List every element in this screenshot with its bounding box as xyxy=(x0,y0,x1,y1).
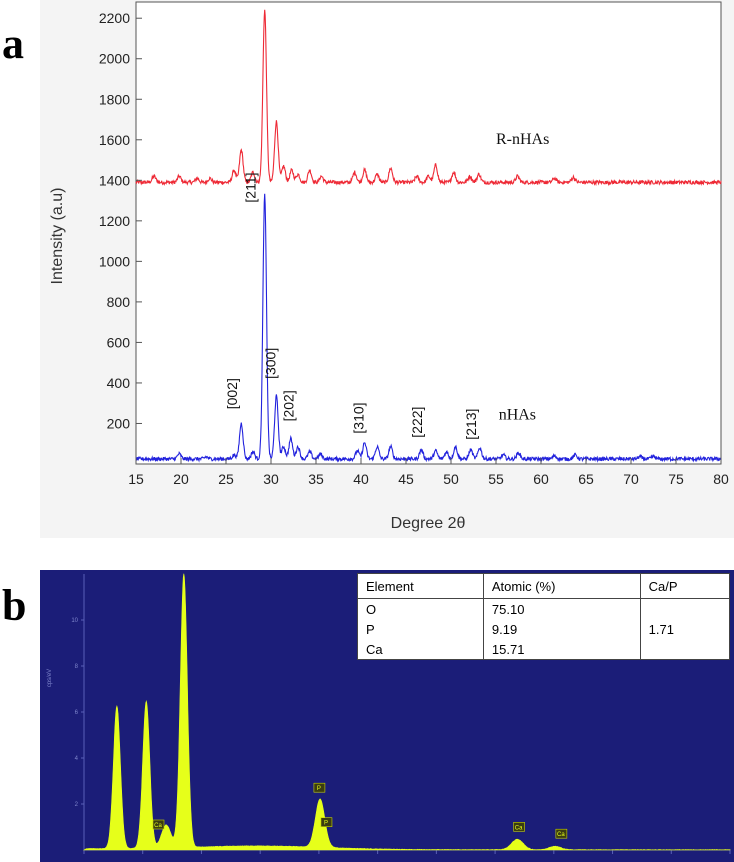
eds-peak-label: Ca xyxy=(557,832,565,838)
eds-peak-tag xyxy=(320,817,333,827)
series-label: R-nHAs xyxy=(496,131,549,148)
eds-table-header: Atomic (%) xyxy=(482,573,641,599)
x-axis-label: Degree 2θ xyxy=(391,515,466,532)
x-tick-label: 20 xyxy=(173,471,189,487)
eds-y-tick-label: 8 xyxy=(75,664,79,670)
eds-peak-label: P xyxy=(324,821,328,827)
series-label: nHAs xyxy=(499,406,536,423)
eds-atomic-cell: 9.19 xyxy=(482,619,641,639)
eds-y-axis-label: cps/eV xyxy=(47,669,53,687)
peak-annotation: [300] xyxy=(263,348,279,379)
series-line-r-nhas xyxy=(135,9,722,187)
eds-element-cell: Ca xyxy=(357,639,484,660)
y-tick-label: 800 xyxy=(107,294,131,310)
x-tick-label: 65 xyxy=(578,471,594,487)
x-tick-label: 60 xyxy=(533,471,549,487)
eds-y-tick-label: 6 xyxy=(75,710,79,716)
eds-peak-tag xyxy=(513,822,525,832)
eds-element-cell: O xyxy=(357,598,484,619)
eds-table-header: Ca/P xyxy=(639,573,731,599)
eds-ratio-cell xyxy=(639,598,731,619)
y-tick-label: 2200 xyxy=(99,10,130,26)
eds-element-cell: P xyxy=(357,619,484,639)
eds-ratio-cell: 1.71 xyxy=(639,619,731,639)
y-tick-label: 1400 xyxy=(99,172,130,188)
y-tick-label: 1000 xyxy=(99,253,130,269)
eds-y-tick-label: 4 xyxy=(75,756,79,762)
panel-label-b: b xyxy=(2,581,27,630)
x-tick-label: 15 xyxy=(128,471,144,487)
eds-peak-tag xyxy=(555,828,568,839)
table-row: O 75.10 xyxy=(357,598,731,619)
peak-annotation: [222] xyxy=(409,407,425,438)
peak-annotation: [211] xyxy=(243,172,259,202)
peak-annotation: [213] xyxy=(463,409,479,440)
y-tick-label: 1200 xyxy=(99,213,130,229)
y-tick-label: 2000 xyxy=(99,51,130,67)
eds-peak-label: Ca xyxy=(154,823,162,829)
y-tick-label: 1800 xyxy=(99,91,130,107)
panel-label-a: a xyxy=(2,19,24,68)
plot-area xyxy=(135,1,722,465)
peak-annotation: [310] xyxy=(351,402,367,433)
eds-peak-tag xyxy=(313,782,326,793)
x-tick-label: 45 xyxy=(398,471,414,487)
x-tick-label: 35 xyxy=(308,471,324,487)
xrd-chart: 15 20 25 30 35 40 45 50 55 60 65 70 75 80 200 400 600 80… xyxy=(40,0,734,538)
eds-peak-label: Ca xyxy=(515,825,523,831)
peak-annotation: [002] xyxy=(224,378,240,409)
x-tick-label: 30 xyxy=(263,471,279,487)
x-tick-label: 75 xyxy=(668,471,684,487)
y-tick-label: 1600 xyxy=(99,132,130,148)
y-axis-label: Intensity (a.u) xyxy=(49,188,66,285)
x-tick-label: 40 xyxy=(353,471,369,487)
table-row: P 9.19 1.71 xyxy=(357,619,731,639)
peak-annotation: [202] xyxy=(281,390,297,421)
x-tick-label: 55 xyxy=(488,471,504,487)
eds-spectrum-area xyxy=(82,573,731,851)
y-tick-label: 200 xyxy=(107,415,131,431)
eds-ratio-cell xyxy=(639,639,731,660)
x-tick-label: 50 xyxy=(443,471,459,487)
eds-table-header: Element xyxy=(357,573,484,599)
eds-atomic-cell: 75.10 xyxy=(482,598,641,619)
eds-results-table: Element Atomic (%) Ca/P O 75.10 P 9.19 1… xyxy=(357,573,731,660)
x-tick-label: 25 xyxy=(218,471,234,487)
eds-y-tick-label: 2 xyxy=(75,802,79,808)
y-tick-label: 400 xyxy=(107,375,131,391)
eds-y-tick-label: 10 xyxy=(71,618,78,624)
eds-peak-label: P xyxy=(317,786,321,792)
eds-peak-tag xyxy=(152,819,165,830)
table-row: Ca 15.71 xyxy=(357,639,731,660)
eds-atomic-cell: 15.71 xyxy=(482,639,641,660)
x-tick-label: 80 xyxy=(713,471,729,487)
eds-table-header-row: Element Atomic (%) Ca/P xyxy=(357,573,731,599)
series-line-nhas xyxy=(135,193,722,463)
eds-panel: 2 4 6 8 10 Ca P P Ca Ca cps/eV Element Atomic (%… xyxy=(40,570,734,862)
y-tick-label: 600 xyxy=(107,334,131,350)
x-tick-label: 70 xyxy=(623,471,639,487)
